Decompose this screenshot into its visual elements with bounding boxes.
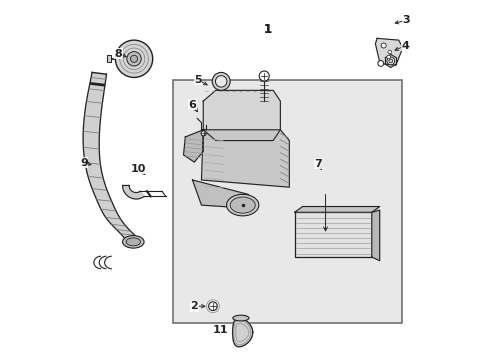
Circle shape: [388, 59, 392, 63]
Polygon shape: [294, 207, 379, 212]
Circle shape: [115, 40, 152, 77]
Polygon shape: [192, 180, 255, 209]
Text: 6: 6: [188, 100, 196, 110]
Polygon shape: [122, 185, 144, 199]
Polygon shape: [371, 210, 379, 261]
Ellipse shape: [232, 315, 248, 321]
Circle shape: [126, 51, 141, 66]
Polygon shape: [183, 130, 203, 162]
Circle shape: [259, 71, 269, 81]
Text: 3: 3: [401, 15, 409, 26]
Text: 9: 9: [80, 158, 88, 168]
Polygon shape: [83, 72, 140, 243]
Text: 1: 1: [263, 23, 271, 36]
Circle shape: [386, 55, 389, 59]
Text: 5: 5: [194, 75, 201, 85]
Ellipse shape: [226, 194, 258, 216]
Circle shape: [380, 43, 386, 48]
Polygon shape: [232, 318, 252, 347]
Bar: [294, 212, 371, 257]
Circle shape: [377, 60, 383, 66]
Text: 2: 2: [190, 301, 198, 311]
Text: 10: 10: [131, 163, 146, 174]
Text: 7: 7: [313, 159, 321, 169]
Circle shape: [201, 131, 206, 136]
Bar: [107, 55, 111, 62]
Text: 4: 4: [401, 41, 409, 50]
Ellipse shape: [230, 197, 255, 213]
Circle shape: [386, 57, 394, 65]
Ellipse shape: [122, 235, 144, 248]
Polygon shape: [201, 130, 289, 187]
Polygon shape: [203, 90, 280, 140]
Circle shape: [212, 72, 230, 90]
Circle shape: [130, 55, 137, 62]
Bar: [172, 80, 402, 323]
Circle shape: [387, 50, 391, 54]
Circle shape: [215, 76, 226, 87]
Ellipse shape: [126, 238, 140, 246]
Text: 1: 1: [263, 23, 271, 36]
Text: 8: 8: [114, 49, 122, 59]
Circle shape: [208, 302, 217, 311]
Text: 11: 11: [212, 325, 227, 335]
Polygon shape: [375, 39, 401, 65]
